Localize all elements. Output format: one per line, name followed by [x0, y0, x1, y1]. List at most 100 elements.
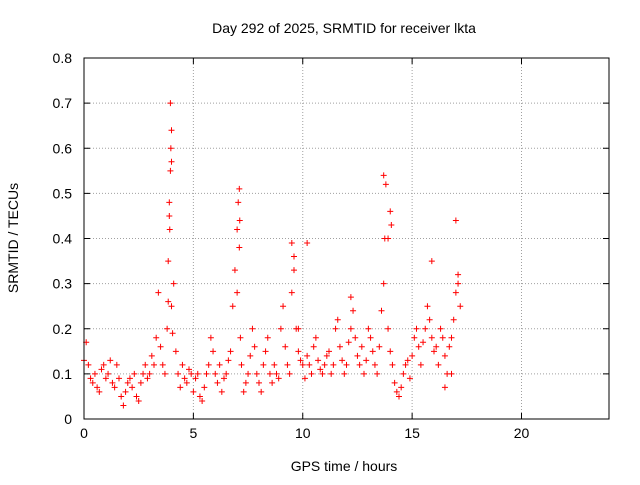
data-point	[148, 352, 155, 359]
data-point	[199, 397, 206, 404]
data-point	[275, 375, 282, 382]
data-point	[332, 325, 339, 332]
data-point	[334, 316, 341, 323]
data-point	[387, 208, 394, 215]
data-point	[291, 267, 297, 274]
data-point	[448, 370, 455, 377]
y-tick-label: 0.2	[53, 321, 73, 337]
data-point	[169, 330, 176, 337]
data-point	[175, 370, 182, 377]
data-point	[347, 294, 354, 301]
data-point	[91, 370, 98, 377]
data-point	[326, 348, 332, 355]
data-point	[164, 325, 171, 332]
x-tick-label: 20	[514, 425, 530, 441]
data-point	[240, 388, 247, 395]
data-point	[422, 325, 429, 332]
data-point	[249, 325, 256, 332]
data-point	[144, 375, 151, 382]
data-point	[98, 366, 105, 373]
data-point	[288, 289, 295, 296]
data-point	[304, 352, 311, 359]
data-point	[225, 357, 232, 364]
y-tick-label: 0.1	[53, 366, 73, 382]
data-point	[214, 379, 221, 386]
data-point	[102, 375, 109, 382]
data-point	[347, 325, 354, 332]
data-point	[365, 325, 372, 332]
data-point	[345, 339, 352, 346]
data-point	[207, 334, 214, 341]
data-point	[234, 226, 241, 233]
data-point	[135, 397, 142, 404]
data-point	[310, 343, 317, 350]
data-point	[367, 334, 374, 341]
data-point	[284, 361, 291, 368]
data-point	[194, 370, 201, 377]
data-point	[167, 145, 174, 152]
data-point	[212, 370, 219, 377]
data-point	[317, 366, 324, 373]
data-point	[253, 370, 260, 377]
data-point	[167, 100, 174, 107]
data-point	[273, 370, 280, 377]
data-point	[235, 199, 242, 206]
data-point	[428, 334, 435, 341]
data-point	[452, 289, 459, 296]
data-point	[336, 343, 343, 350]
data-point	[146, 370, 153, 377]
data-point	[450, 316, 457, 323]
data-point	[286, 370, 293, 377]
data-point	[89, 379, 96, 386]
data-point	[153, 334, 160, 341]
data-point	[441, 352, 448, 359]
y-tick-label: 0.5	[53, 185, 73, 201]
data-point	[251, 343, 258, 350]
data-point	[354, 352, 361, 359]
data-point	[409, 352, 416, 359]
data-point	[295, 325, 302, 332]
chart-title: Day 292 of 2025, SRMTID for receiver lkt…	[212, 20, 476, 36]
y-tick-label: 0.7	[53, 95, 73, 111]
data-point	[188, 370, 195, 377]
data-point	[295, 348, 302, 355]
data-point	[94, 384, 101, 391]
data-point	[371, 361, 378, 368]
x-tick-label: 5	[189, 425, 197, 441]
data-point	[205, 361, 212, 368]
data-point	[304, 240, 311, 247]
data-point	[151, 361, 157, 368]
data-point	[420, 339, 427, 346]
data-point	[388, 221, 395, 228]
data-point	[245, 370, 252, 377]
data-point	[441, 384, 448, 391]
data-point	[446, 343, 453, 350]
data-point	[177, 384, 184, 391]
data-point	[122, 388, 129, 395]
data-point	[96, 388, 103, 395]
data-point	[369, 348, 376, 355]
data-point	[308, 370, 315, 377]
data-point	[131, 370, 138, 377]
data-point	[183, 379, 190, 386]
data-point	[168, 303, 175, 310]
data-point	[382, 181, 389, 188]
data-point	[457, 303, 464, 310]
data-point	[402, 361, 409, 368]
data-point	[439, 334, 446, 341]
data-point	[264, 334, 271, 341]
data-point	[260, 361, 267, 368]
data-point	[120, 402, 127, 409]
data-point	[455, 271, 462, 278]
data-point	[168, 158, 175, 165]
data-point	[85, 361, 92, 368]
data-point	[237, 334, 244, 341]
data-point	[341, 370, 348, 377]
data-point	[426, 316, 433, 323]
data-point	[350, 307, 357, 314]
data-point	[221, 375, 227, 382]
data-point	[306, 361, 313, 368]
data-point	[126, 375, 133, 382]
data-point	[398, 384, 405, 391]
data-point	[166, 212, 173, 219]
